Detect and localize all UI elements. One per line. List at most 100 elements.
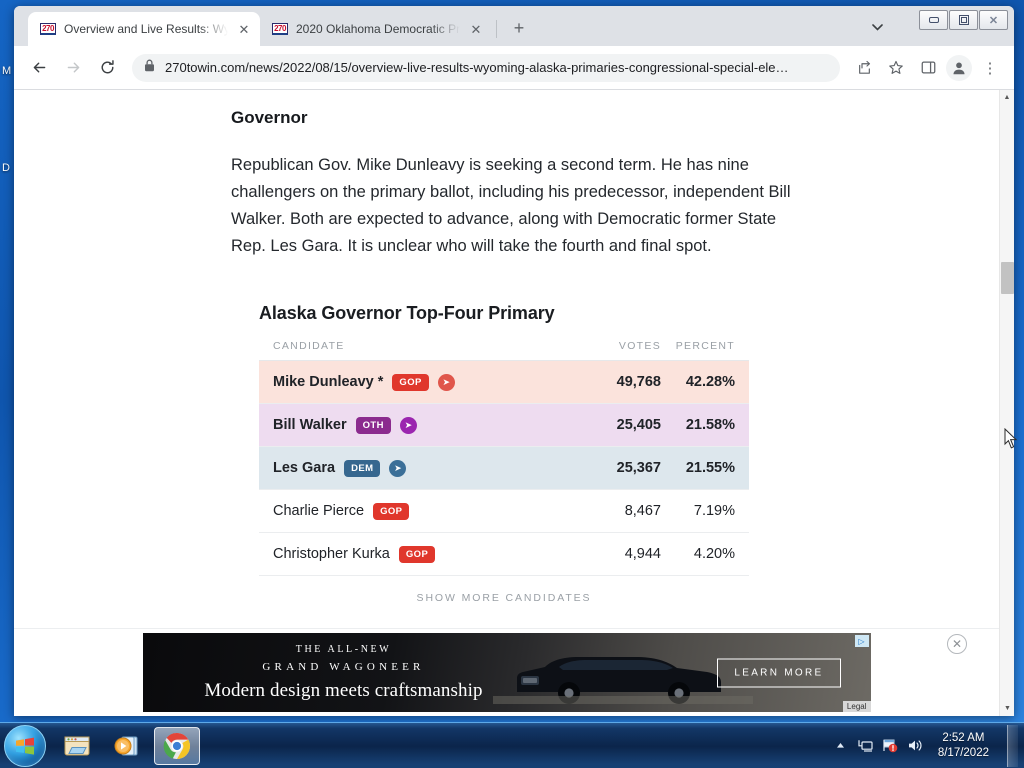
- article-paragraph: Republican Gov. Mike Dunleavy is seeking…: [231, 156, 791, 255]
- percent-cell: 42.28%: [685, 374, 735, 390]
- advancing-arrow-icon: ➤: [399, 416, 417, 434]
- tab-oklahoma-democratic-primary[interactable]: 270 2020 Oklahoma Democratic Primary ✕: [260, 12, 492, 46]
- ad-vehicle-image: [492, 657, 753, 704]
- votes-cell: 25,405: [616, 417, 661, 433]
- page-scrollbar[interactable]: ▲ ▼: [999, 90, 1014, 716]
- table-row[interactable]: Christopher Kurka GOP 4,944 4.20%: [259, 533, 749, 576]
- close-icon[interactable]: ✕: [238, 21, 250, 37]
- minimize-button[interactable]: [919, 10, 948, 30]
- ad-line-3: Modern design meets craftsmanship: [204, 679, 483, 701]
- tab-divider: [496, 20, 497, 38]
- scrollbar-thumb[interactable]: [1001, 262, 1014, 294]
- desktop-label-d: D: [2, 162, 11, 174]
- forward-icon: [58, 53, 88, 83]
- party-badge: GOP: [373, 502, 410, 520]
- maximize-button[interactable]: [949, 10, 978, 30]
- column-header-percent: PERCENT: [675, 340, 735, 352]
- candidate-name: Charlie Pierce: [273, 503, 365, 519]
- advancing-arrow-icon: ➤: [389, 459, 407, 477]
- close-ad-icon[interactable]: ✕: [947, 634, 967, 654]
- action-center-flag-icon[interactable]: [882, 737, 899, 754]
- profile-avatar-icon[interactable]: [946, 54, 972, 81]
- scroll-down-icon[interactable]: ▼: [1004, 705, 1011, 712]
- column-header-votes: VOTES: [618, 340, 661, 352]
- page-viewport: Governor Republican Gov. Mike Dunleavy i…: [14, 90, 1014, 716]
- ad-choices-icon[interactable]: ▷: [854, 635, 869, 647]
- address-bar-url: 270towin.com/news/2022/08/15/overview-li…: [165, 60, 789, 75]
- tray-overflow-icon[interactable]: [832, 737, 849, 754]
- learn-more-button[interactable]: LEARN MORE: [717, 658, 841, 687]
- votes-cell: 8,467: [624, 503, 661, 519]
- candidate-name: Bill Walker: [273, 417, 347, 433]
- network-icon[interactable]: [857, 737, 874, 754]
- address-bar[interactable]: 270towin.com/news/2022/08/15/overview-li…: [132, 53, 840, 82]
- candidate-name: Christopher Kurka: [273, 546, 390, 562]
- start-button[interactable]: [4, 724, 46, 767]
- close-icon[interactable]: ✕: [470, 21, 482, 37]
- tab-overview-live-results[interactable]: 270 Overview and Live Results: Wyoming, …: [28, 12, 260, 46]
- table-row[interactable]: Charlie Pierce GOP 8,467 7.19%: [259, 490, 749, 533]
- back-icon[interactable]: [24, 53, 54, 83]
- party-badge: GOP: [398, 545, 436, 563]
- clock[interactable]: 2:52 AM 8/17/2022: [932, 731, 995, 761]
- ad-legal-link[interactable]: Legal: [842, 701, 871, 712]
- show-desktop-button[interactable]: [1007, 724, 1018, 767]
- percent-cell: 21.58%: [685, 417, 735, 433]
- share-icon[interactable]: [850, 54, 878, 82]
- candidate-cell: Mike Dunleavy * GOP ➤: [273, 373, 575, 391]
- taskbar-item-windows-media-player[interactable]: [104, 727, 150, 765]
- votes-cell: 4,944: [624, 546, 661, 562]
- ad-line-2: GRAND WAGONEER: [262, 660, 425, 673]
- web-page: Governor Republican Gov. Mike Dunleavy i…: [14, 90, 999, 716]
- candidate-cell: Les Gara DEM ➤: [273, 459, 575, 477]
- page-title: Governor: [231, 108, 308, 127]
- party-badge: DEM: [344, 459, 381, 477]
- taskbar-item-google-chrome[interactable]: [154, 726, 200, 765]
- system-tray: 2:52 AM 8/17/2022: [832, 723, 1024, 768]
- votes-cell: 25,367: [616, 460, 661, 476]
- percent-cell: 21.55%: [685, 460, 735, 476]
- bookmark-star-icon[interactable]: [882, 54, 910, 82]
- ad-copy: THE ALL-NEW GRAND WAGONEER Modern design…: [179, 644, 509, 702]
- party-badge: GOP: [392, 373, 429, 391]
- desktop-label-m: M: [2, 65, 12, 77]
- results-card: Alaska Governor Top-Four Primary CANDIDA…: [259, 303, 749, 614]
- clock-time: 2:52 AM: [942, 731, 985, 744]
- percent-cell: 7.19%: [693, 503, 735, 519]
- column-header-candidate: CANDIDATE: [273, 340, 345, 352]
- votes-cell: 49,768: [616, 374, 661, 390]
- side-panel-icon[interactable]: [914, 54, 942, 82]
- candidate-cell: Bill Walker OTH ➤: [273, 416, 575, 434]
- results-header-row: CANDIDATE VOTES PERCENT: [259, 340, 749, 361]
- scroll-up-icon[interactable]: ▲: [1003, 94, 1011, 101]
- favicon-270towin: 270: [272, 23, 288, 35]
- reload-icon[interactable]: [92, 53, 122, 83]
- close-window-button[interactable]: ✕: [979, 10, 1008, 30]
- table-row[interactable]: Bill Walker OTH ➤ 25,405 21.58%: [259, 404, 749, 447]
- lock-icon: [144, 59, 155, 77]
- party-badge: OTH: [355, 416, 391, 434]
- clock-date: 8/17/2022: [937, 746, 989, 759]
- article-body: Governor Republican Gov. Mike Dunleavy i…: [231, 108, 791, 260]
- window-controls: ✕: [919, 10, 1008, 30]
- results-rows: Mike Dunleavy * GOP ➤ 49,768 42.28% Bill Walk…: [259, 361, 749, 576]
- results-title: Alaska Governor Top-Four Primary: [259, 303, 555, 323]
- show-more-candidates-button[interactable]: SHOW MORE CANDIDATES: [416, 592, 592, 604]
- ad-creative[interactable]: ▷ THE ALL-NEW GRAND WAGONEER: [142, 633, 871, 712]
- chrome-menu-icon[interactable]: ⋮: [982, 59, 998, 77]
- volume-icon[interactable]: [907, 737, 924, 754]
- candidate-cell: Christopher Kurka GOP: [273, 545, 575, 563]
- table-row[interactable]: Les Gara DEM ➤ 25,367 21.55%: [259, 447, 749, 490]
- ad-line-1: THE ALL-NEW: [295, 643, 392, 655]
- taskbar-item-windows-explorer[interactable]: [54, 727, 100, 765]
- candidate-name: Mike Dunleavy *: [273, 374, 384, 390]
- ad-banner: ▷ THE ALL-NEW GRAND WAGONEER: [14, 628, 999, 716]
- table-row[interactable]: Mike Dunleavy * GOP ➤ 49,768 42.28%: [259, 361, 749, 404]
- candidate-cell: Charlie Pierce GOP: [273, 502, 575, 520]
- chevron-down-icon[interactable]: [864, 14, 890, 40]
- tab-strip: 270 Overview and Live Results: Wyoming, …: [14, 6, 1014, 46]
- new-tab-button[interactable]: +: [513, 17, 525, 38]
- tab-title: 2020 Oklahoma Democratic Primary: [296, 22, 460, 36]
- candidate-name: Les Gara: [273, 460, 336, 476]
- percent-cell: 4.20%: [693, 546, 735, 562]
